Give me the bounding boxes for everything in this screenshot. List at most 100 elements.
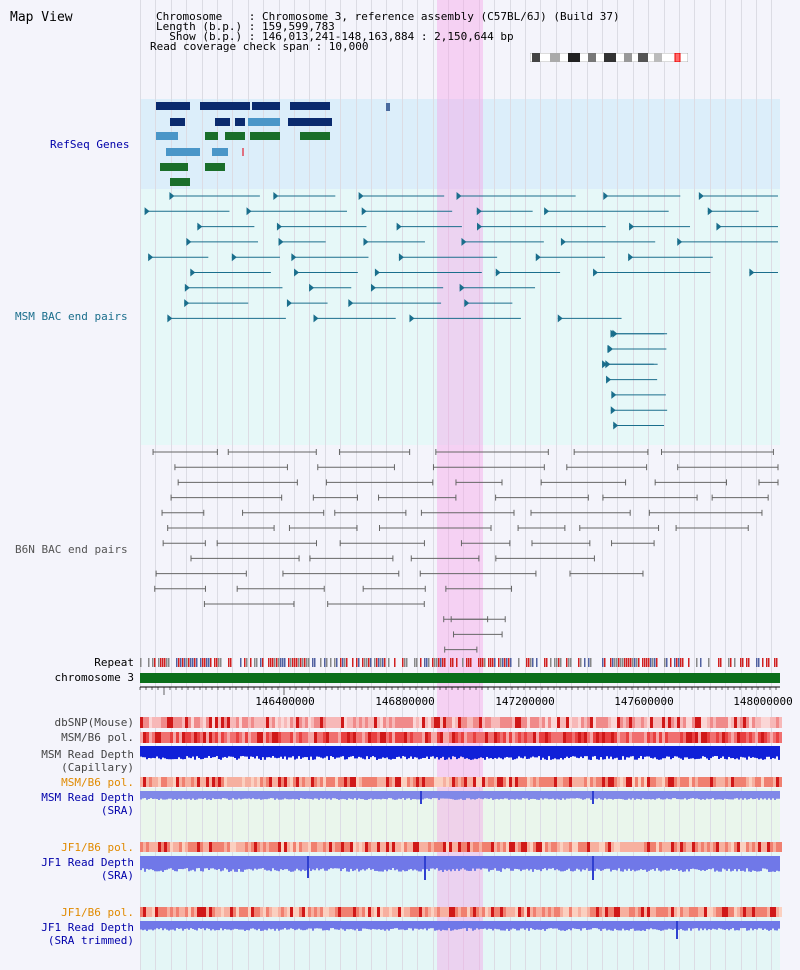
read-depth-bar [474, 921, 476, 930]
grid-line [756, 0, 757, 970]
read-depth-bar [728, 791, 730, 800]
read-depth-bar [416, 856, 418, 871]
repeat-element [508, 658, 510, 667]
msm-bac-end [348, 299, 354, 308]
polymorphism-cell [248, 907, 251, 917]
read-depth-bar [146, 921, 148, 931]
read-depth-bar [506, 791, 508, 799]
polymorphism-cell [743, 842, 746, 852]
msm-bac-end [629, 222, 635, 231]
read-depth-bar [480, 921, 482, 929]
read-depth-bar [304, 746, 306, 758]
read-depth-bar [348, 921, 350, 930]
read-depth-bar [766, 921, 768, 930]
selected-region-highlight[interactable] [437, 0, 483, 970]
polymorphism-cell [314, 717, 317, 728]
polymorphism-cell [542, 717, 545, 728]
polymorphism-cell [614, 732, 617, 743]
polymorphism-cell [773, 777, 776, 787]
read-depth-bar [634, 791, 636, 800]
read-depth-bar [192, 746, 194, 757]
polymorphism-cell [650, 732, 653, 743]
read-depth-bar [566, 791, 568, 799]
read-depth-bar [238, 746, 240, 759]
read-depth-bar [678, 921, 680, 930]
read-depth-bar [270, 921, 272, 930]
polymorphism-cell [629, 777, 632, 787]
read-depth-bar [590, 856, 592, 871]
read-depth-bar [226, 856, 228, 870]
read-depth-bar [370, 746, 372, 758]
read-depth-bar [214, 921, 216, 931]
repeat-element [388, 658, 390, 667]
polymorphism-cell [146, 907, 149, 917]
polymorphism-cell [641, 907, 644, 917]
polymorphism-cell [551, 717, 554, 728]
polymorphism-cell [527, 732, 530, 743]
read-depth-bar [674, 746, 676, 757]
read-depth-bar [286, 856, 288, 870]
read-depth-bar [494, 921, 496, 929]
read-depth-bar [566, 921, 568, 931]
polymorphism-cell [263, 842, 266, 852]
read-depth-bar [582, 791, 584, 800]
repeat-element [636, 658, 638, 667]
read-depth-bar [564, 921, 566, 931]
polymorphism-cell [467, 842, 470, 852]
polymorphism-cell [779, 717, 782, 728]
read-depth-bar [708, 856, 710, 869]
read-depth-bar [652, 746, 654, 759]
polymorphism-cell [722, 732, 725, 743]
repeat-element [656, 658, 658, 667]
read-depth-bar [310, 856, 312, 871]
repeat-element [406, 658, 408, 667]
read-depth-bar [298, 921, 300, 929]
polymorphism-cell [695, 717, 698, 728]
polymorphism-cell [767, 732, 770, 743]
polymorphism-cell [314, 777, 317, 787]
read-depth-bar [594, 921, 596, 929]
polymorphism-cell [464, 907, 467, 917]
read-depth-bar [444, 791, 446, 799]
polymorphism-cell [404, 842, 407, 852]
polymorphism-cell [683, 777, 686, 787]
polymorphism-cell [362, 842, 365, 852]
read-depth-bar [320, 746, 322, 758]
polymorphism-cell [641, 842, 644, 852]
read-depth-bar [702, 791, 704, 800]
read-depth-bar [598, 856, 600, 870]
polymorphism-cell [242, 732, 245, 743]
polymorphism-cell [731, 717, 734, 728]
polymorphism-cell [659, 777, 662, 787]
polymorphism-cell [695, 907, 698, 917]
read-depth-bar [710, 791, 712, 799]
read-depth-bar [576, 746, 578, 758]
polymorphism-cell [716, 717, 719, 728]
polymorphism-cell [455, 732, 458, 743]
read-depth-bar [174, 746, 176, 760]
polymorphism-cell [437, 777, 440, 787]
read-depth-bar [272, 746, 274, 757]
read-depth-bar [390, 921, 392, 929]
polymorphism-cell [527, 842, 530, 852]
chromosome-ideogram[interactable] [530, 53, 688, 62]
read-depth-bar [554, 921, 556, 929]
polymorphism-cell [515, 717, 518, 728]
polymorphism-cell [437, 732, 440, 743]
read-depth-bar [436, 856, 438, 869]
polymorphism-cell [332, 777, 335, 787]
read-depth-bar [588, 791, 590, 799]
polymorphism-cell [521, 907, 524, 917]
polymorphism-cell [284, 777, 287, 787]
polymorphism-cell [290, 717, 293, 728]
read-depth-bar [600, 856, 602, 871]
read-depth-bar [362, 856, 364, 870]
read-depth-bar [166, 791, 168, 800]
repeat-element [494, 658, 496, 667]
read-depth-bar [778, 791, 780, 799]
read-depth-bar [226, 921, 228, 930]
read-depth-bar [570, 856, 572, 872]
polymorphism-cell [728, 842, 731, 852]
polymorphism-cell [248, 777, 251, 787]
